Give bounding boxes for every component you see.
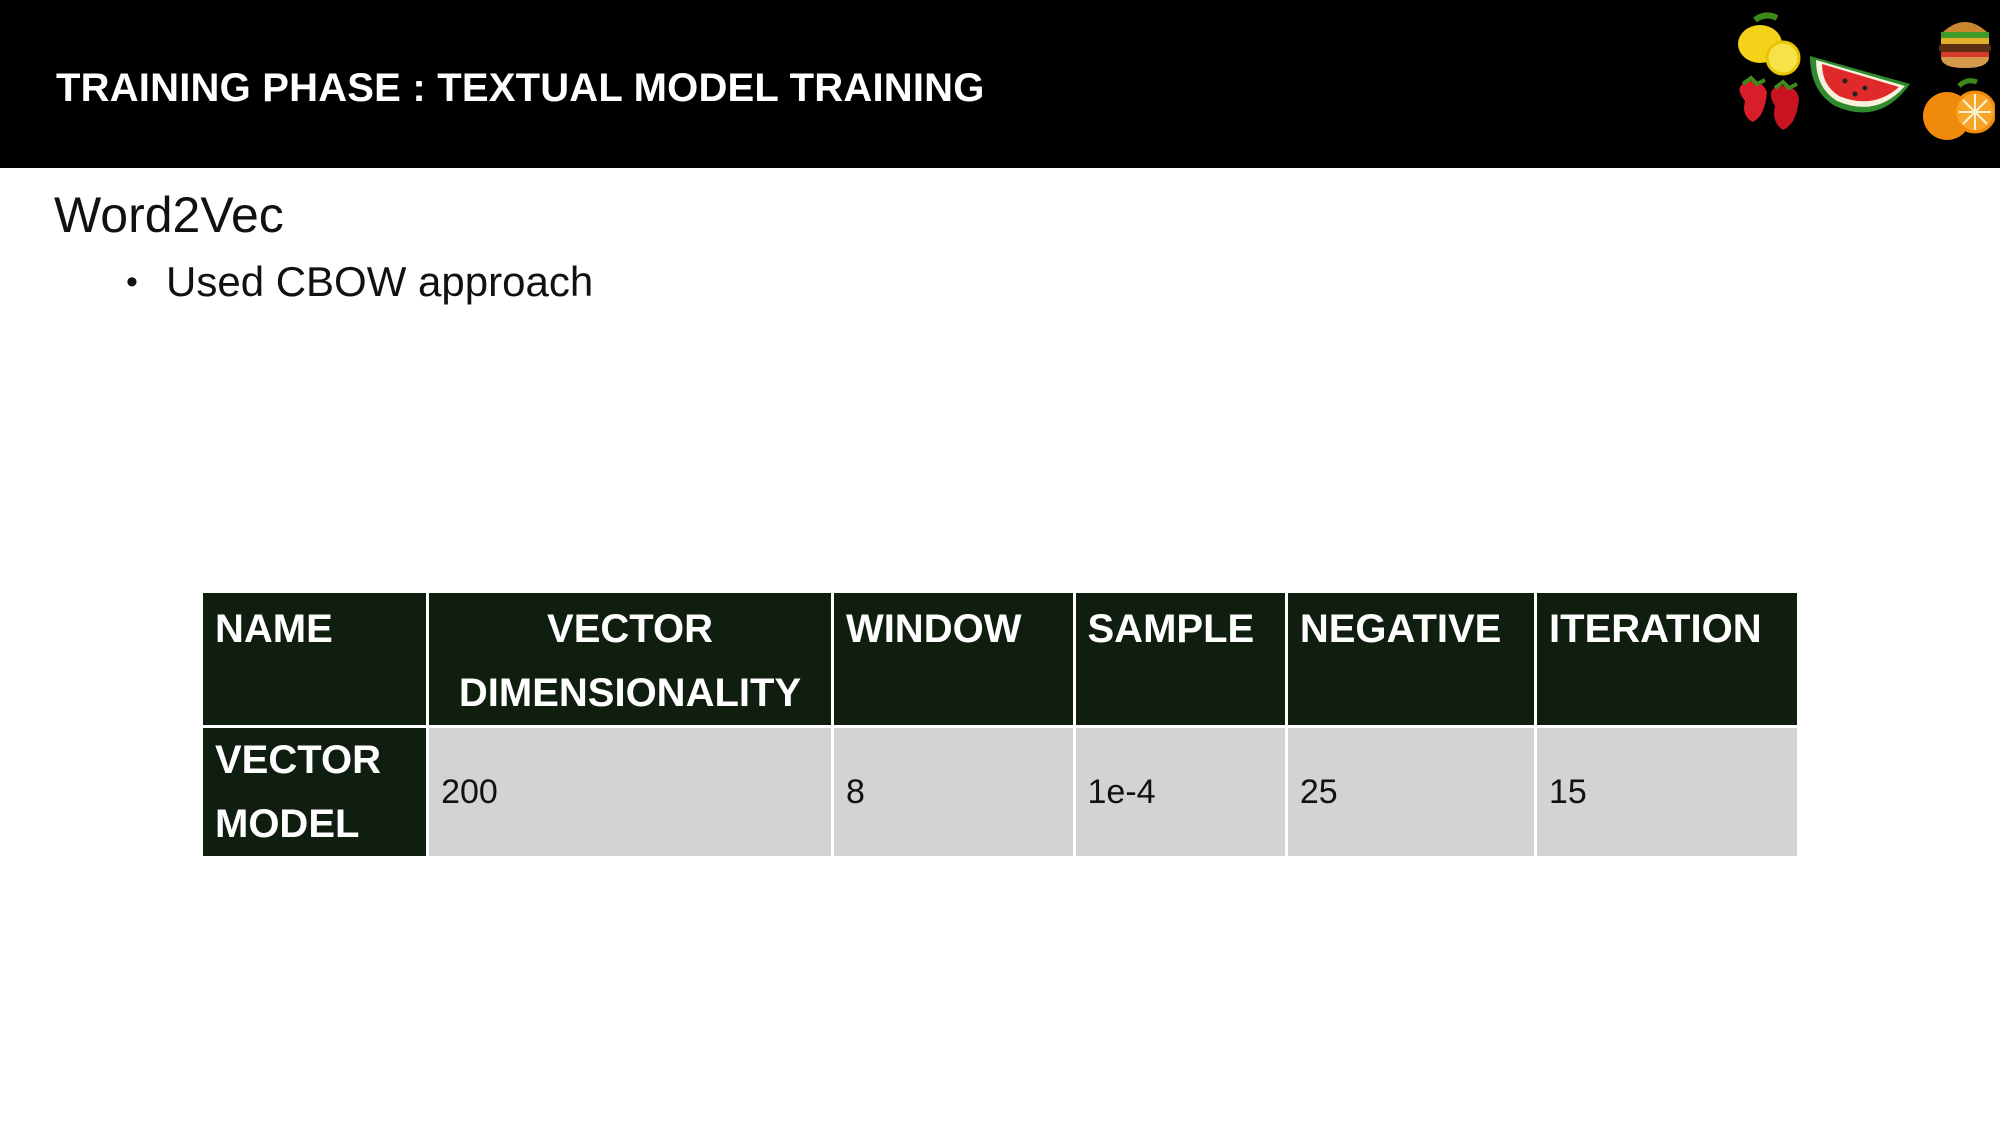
cell-iteration: 15 <box>1537 728 1797 856</box>
orange-icon <box>1923 78 1995 140</box>
column-header-negative: NEGATIVE <box>1287 593 1535 725</box>
column-header-vector-dimensionality: VECTOR DIMENSIONALITY <box>429 593 831 725</box>
cell-window: 8 <box>833 728 1073 856</box>
lemon-icon <box>1738 12 1801 76</box>
table-header-row: NAME VECTOR DIMENSIONALITY WINDOW SAMPLE… <box>203 593 1797 725</box>
column-header-name: NAME <box>203 593 427 725</box>
cell-sample: 1e-4 <box>1075 728 1285 856</box>
cell-negative: 25 <box>1287 728 1535 856</box>
section-heading: Word2Vec <box>54 187 284 243</box>
table-row: VECTOR MODEL 200 8 1e-4 25 15 <box>203 728 1797 856</box>
slide-header: TRAINING PHASE : TEXTUAL MODEL TRAINING <box>0 0 2000 168</box>
column-header-window: WINDOW <box>833 593 1073 725</box>
parameters-table: NAME VECTOR DIMENSIONALITY WINDOW SAMPLE… <box>200 590 1800 859</box>
bullet-icon: • <box>126 262 138 301</box>
column-header-sample: SAMPLE <box>1075 593 1285 725</box>
strawberry-icon <box>1739 75 1799 130</box>
watermelon-icon <box>1810 56 1910 113</box>
column-header-iteration: ITERATION <box>1537 593 1797 725</box>
row-header-name: VECTOR MODEL <box>203 728 427 856</box>
fruit-images <box>1738 12 1995 140</box>
burger-icon <box>1939 22 1991 68</box>
bullet-text: Used CBOW approach <box>166 258 594 305</box>
bullet-item: • Used CBOW approach <box>126 258 593 306</box>
cell-vector-dimensionality: 200 <box>429 728 831 856</box>
slide-title: TRAINING PHASE : TEXTUAL MODEL TRAINING <box>56 66 985 110</box>
